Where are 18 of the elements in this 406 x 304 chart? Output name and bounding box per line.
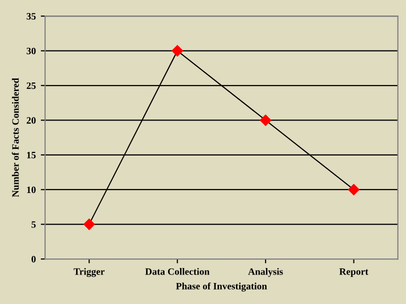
point (260, 114, 272, 126)
x-axis-title: Phase of Investigation (176, 282, 267, 292)
x-tick-label: Analysis (248, 268, 283, 277)
y-tick-label: 10 (27, 186, 36, 194)
x-tick-label: Data Collection (145, 268, 210, 275)
y-tick-label: 35 (26, 13, 36, 20)
y-tick-label: 5 (32, 221, 36, 228)
x-tick-label: Trigger (74, 268, 105, 277)
point (84, 218, 95, 230)
y-tick-label: 0 (32, 256, 36, 262)
y-tick-label: 15 (27, 152, 36, 158)
point (348, 184, 360, 196)
y-tick-label: 30 (26, 48, 36, 54)
point (172, 45, 183, 56)
y-axis-title: Number of Facts Considered (12, 78, 19, 198)
y-tick-label: 25 (26, 82, 36, 89)
y-tick-label: 20 (26, 117, 36, 124)
x-tick-label: Report (339, 268, 368, 277)
